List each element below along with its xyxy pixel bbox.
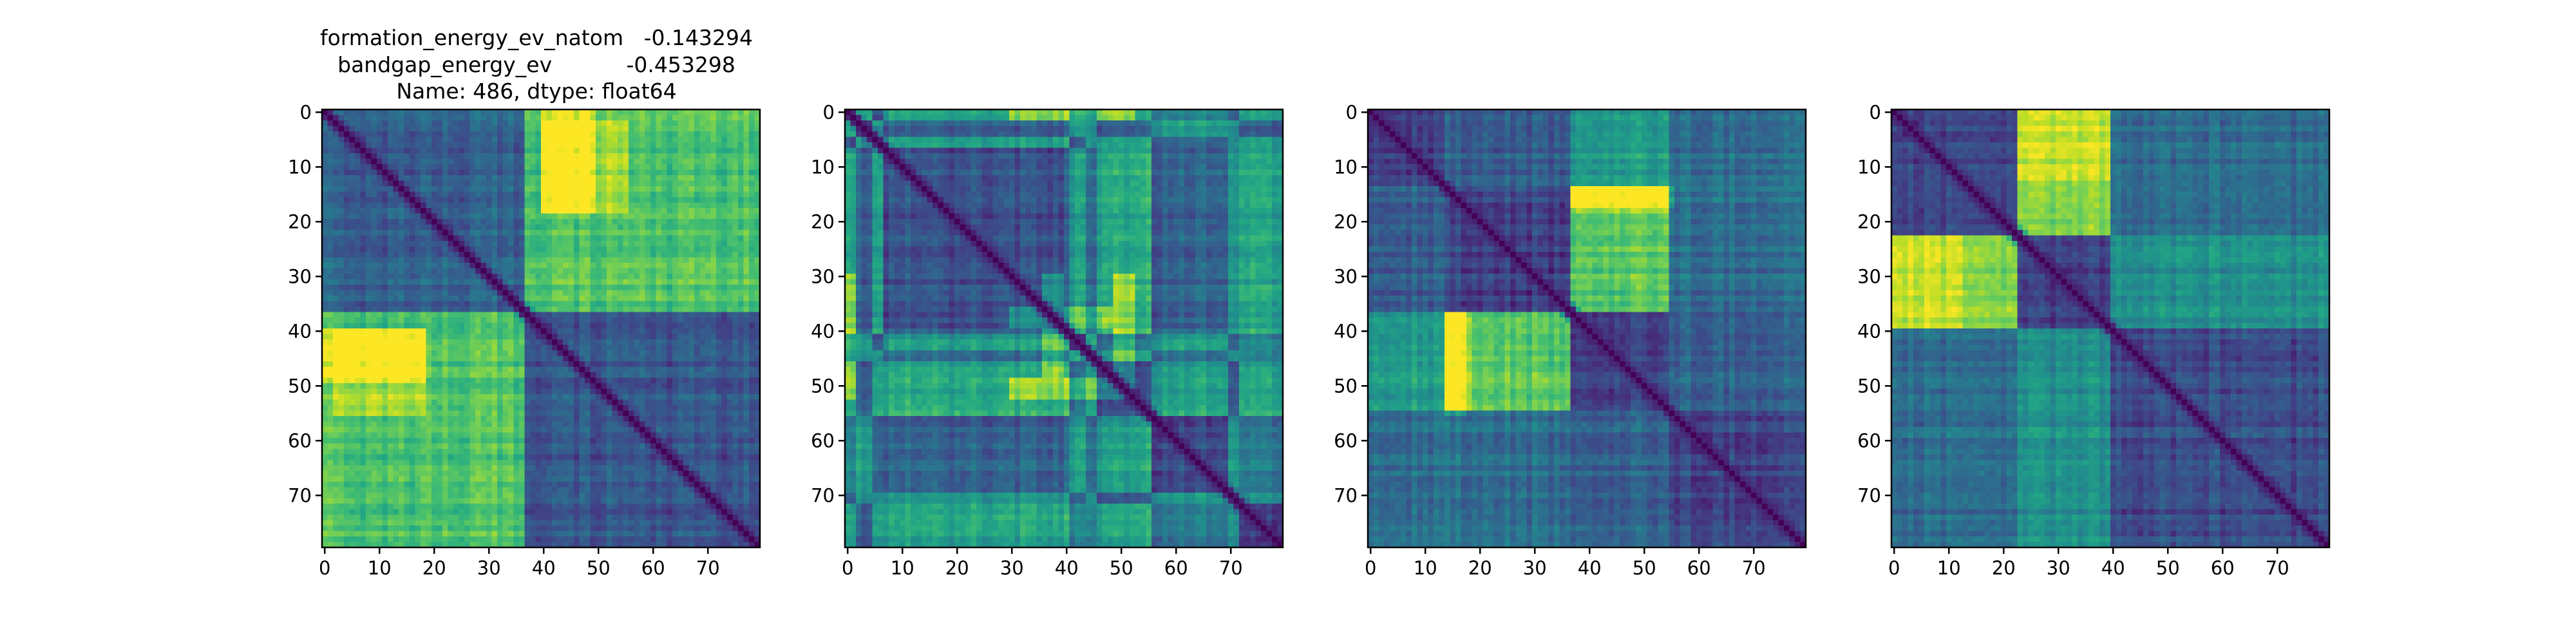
y-tick-label: 70 bbox=[1334, 484, 1358, 506]
y-tick-label: 50 bbox=[811, 375, 835, 397]
y-tick-label: 30 bbox=[288, 265, 312, 287]
title-line-2: bandgap_energy_ev -0.453298 bbox=[337, 52, 735, 77]
x-tick-label: 50 bbox=[1633, 557, 1656, 579]
y-tick-label: 60 bbox=[1857, 430, 1881, 451]
y-tick-label: 10 bbox=[1857, 156, 1881, 178]
axes-frame bbox=[1367, 108, 1807, 549]
x-tick-label: 60 bbox=[641, 557, 665, 579]
x-tick-label: 70 bbox=[1742, 557, 1766, 579]
axes-frame bbox=[844, 108, 1284, 549]
x-tick-label: 40 bbox=[2101, 557, 2125, 579]
x-tick-label: 10 bbox=[1937, 557, 1961, 579]
y-tick-label: 0 bbox=[823, 101, 835, 123]
x-tick-label: 70 bbox=[696, 557, 720, 579]
y-tick-label: 20 bbox=[1334, 211, 1358, 232]
y-tick-label: 70 bbox=[811, 484, 835, 506]
x-tick-label: 20 bbox=[945, 557, 969, 579]
y-tick-label: 50 bbox=[288, 375, 312, 397]
x-tick-label: 30 bbox=[477, 557, 501, 579]
x-tick-label: 40 bbox=[532, 557, 556, 579]
y-tick-label: 20 bbox=[288, 211, 312, 232]
heatmap-cells bbox=[845, 109, 1283, 547]
y-tick-label: 30 bbox=[1334, 265, 1358, 287]
heatmap-panel-1: 0 10 20 30 40 50 60 70 0 10 20 30 40 50 60 70 bbox=[288, 101, 761, 579]
heatmap-panel-3: 0 10 20 30 40 50 60 70 0 10 20 30 40 50 60 70 bbox=[1334, 101, 1807, 579]
heatmap-cells bbox=[322, 109, 760, 547]
x-tick-label: 40 bbox=[1055, 557, 1079, 579]
x-tick-label: 20 bbox=[1468, 557, 1492, 579]
x-tick-label: 0 bbox=[319, 557, 330, 579]
y-tick-label: 0 bbox=[1870, 101, 1881, 123]
x-tick-label: 70 bbox=[2266, 557, 2289, 579]
y-tick-label: 30 bbox=[811, 265, 835, 287]
chart-title: formation_energy_ev_natom -0.143294 band… bbox=[320, 25, 753, 104]
x-tick-label: 0 bbox=[1888, 557, 1900, 579]
title-line-3: Name: 486, dtype: float64 bbox=[396, 79, 676, 104]
axes-frame bbox=[321, 108, 761, 549]
y-tick-label: 10 bbox=[1334, 156, 1358, 178]
x-tick-label: 60 bbox=[1687, 557, 1711, 579]
x-tick-label: 30 bbox=[2047, 557, 2070, 579]
heatmap-panel-2: 0 10 20 30 40 50 60 70 0 10 20 30 40 50 60 70 bbox=[811, 101, 1284, 579]
y-tick-label: 30 bbox=[1857, 265, 1881, 287]
x-tick-label: 30 bbox=[1000, 557, 1024, 579]
x-tick-label: 0 bbox=[1365, 557, 1376, 579]
y-tick-label: 50 bbox=[1857, 375, 1881, 397]
y-tick-label: 40 bbox=[811, 320, 835, 342]
y-tick-label: 10 bbox=[288, 156, 312, 178]
x-tick-label: 70 bbox=[1219, 557, 1243, 579]
x-tick-label: 30 bbox=[1523, 557, 1547, 579]
y-tick-label: 70 bbox=[1857, 484, 1881, 506]
x-tick-label: 20 bbox=[1992, 557, 2016, 579]
y-tick-label: 40 bbox=[288, 320, 312, 342]
x-tick-label: 60 bbox=[1164, 557, 1188, 579]
title-line-1: formation_energy_ev_natom -0.143294 bbox=[320, 25, 753, 50]
axes-frame bbox=[1890, 108, 2331, 549]
y-tick-label: 60 bbox=[1334, 430, 1358, 451]
y-tick-label: 60 bbox=[811, 430, 835, 451]
x-tick-label: 40 bbox=[1578, 557, 1602, 579]
y-tick-label: 60 bbox=[288, 430, 312, 451]
y-tick-label: 20 bbox=[811, 211, 835, 232]
y-tick-label: 70 bbox=[288, 484, 312, 506]
x-tick-label: 10 bbox=[1414, 557, 1437, 579]
x-tick-label: 50 bbox=[587, 557, 611, 579]
x-tick-label: 10 bbox=[891, 557, 914, 579]
y-tick-label: 50 bbox=[1334, 375, 1358, 397]
x-tick-label: 20 bbox=[422, 557, 446, 579]
y-tick-label: 40 bbox=[1857, 320, 1881, 342]
x-tick-label: 50 bbox=[2156, 557, 2180, 579]
heatmap-cells bbox=[1368, 109, 1806, 547]
y-tick-label: 20 bbox=[1857, 211, 1881, 232]
heatmap-cells bbox=[1891, 109, 2329, 547]
x-tick-label: 0 bbox=[842, 557, 853, 579]
x-tick-label: 60 bbox=[2211, 557, 2235, 579]
y-tick-label: 40 bbox=[1334, 320, 1358, 342]
x-tick-label: 10 bbox=[368, 557, 392, 579]
y-tick-label: 10 bbox=[811, 156, 835, 178]
x-tick-label: 50 bbox=[1110, 557, 1133, 579]
y-tick-label: 0 bbox=[1346, 101, 1358, 123]
heatmap-panel-4: 0 10 20 30 40 50 60 70 0 10 20 30 40 50 60 70 bbox=[1857, 101, 2331, 579]
y-tick-label: 0 bbox=[300, 101, 312, 123]
